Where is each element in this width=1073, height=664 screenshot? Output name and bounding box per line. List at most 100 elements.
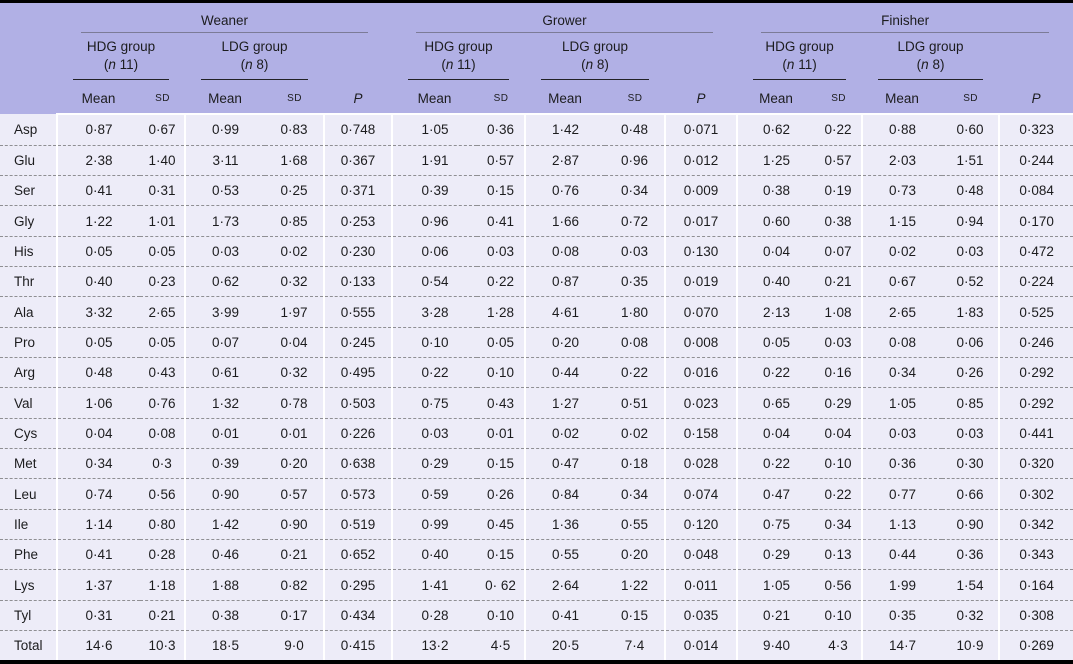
cell-value: 0·41 — [56, 539, 140, 571]
paren: ( — [240, 57, 246, 72]
cell-value: 0·99 — [184, 114, 265, 146]
group-header-row: HDG group (n 11) LDG group (n 8) HDG gro… — [0, 33, 1073, 83]
cell-value: 0·07 — [815, 236, 863, 268]
cell-value: 1·22 — [56, 205, 140, 237]
cell-value: 0·016 — [664, 357, 738, 389]
cell-value: 0·75 — [391, 387, 478, 419]
cell-value: 0·77 — [861, 478, 943, 510]
cell-value: 0·66 — [942, 478, 1000, 510]
n-symbol: n — [245, 57, 253, 72]
cell-value: 0·34 — [815, 509, 863, 541]
cell-value: 0·18 — [605, 448, 666, 480]
cell-value: 0·10 — [477, 600, 526, 632]
cell-value: 1·91 — [391, 145, 478, 177]
cell-value: 0·30 — [942, 448, 1000, 480]
table-header: Weaner Grower Finisher HDG group (n 11) — [0, 3, 1073, 115]
cell-value: 0·26 — [477, 478, 526, 510]
table-row: Pro 0·05 0·05 0·07 0·04 0·245 0·10 0·05 0·20 0·08… — [0, 327, 1073, 359]
table-row: Total 14·6 10·3 18·5 9·0 0·415 13·2 4·5 20·5 7·4 0… — [0, 630, 1073, 660]
cell-value: 0·76 — [524, 175, 606, 207]
cell-value: 0·40 — [736, 266, 816, 298]
cell-value: 0·29 — [736, 539, 816, 571]
cell-value: 0·05 — [140, 327, 185, 359]
cell-value: 0·80 — [140, 509, 185, 541]
cell-value: 0·67 — [140, 114, 185, 146]
table-row: Cys 0·04 0·08 0·01 0·01 0·226 0·03 0·01 0·02 0·02… — [0, 418, 1073, 450]
cell-value: 0·88 — [861, 114, 943, 146]
cell-value: 0·82 — [265, 569, 324, 601]
cell-value: 1·42 — [184, 509, 265, 541]
cell-value: 0·05 — [140, 236, 185, 268]
cell-value: 0·65 — [736, 387, 816, 419]
cell-value: 1·32 — [184, 387, 265, 419]
cell-value: 0·36 — [477, 114, 526, 146]
cell-value: 1·54 — [942, 569, 1000, 601]
amino-acid-table: Weaner Grower Finisher HDG group (n 11) — [0, 3, 1073, 660]
cell-value: 18·5 — [184, 630, 265, 660]
cell-value: 0·367 — [322, 145, 393, 177]
paren: ( — [782, 57, 787, 72]
cell-value: 0·224 — [998, 266, 1073, 298]
n-symbol: n — [585, 57, 594, 72]
cell-value: 0·74 — [56, 478, 140, 510]
cell-value: 0·028 — [664, 448, 738, 480]
table-row: Arg 0·48 0·43 0·61 0·32 0·495 0·22 0·10 0·44 0·22… — [0, 357, 1073, 389]
cell-value: 0·07 — [184, 327, 265, 359]
cell-value: 20·5 — [524, 630, 606, 660]
cell-value: 0·62 — [736, 114, 816, 146]
n-symbol: n — [921, 57, 929, 72]
cell-value: 0·96 — [391, 205, 478, 237]
cell-value: 0·01 — [265, 418, 324, 450]
table-row: Met 0·34 0·3 0·39 0·20 0·638 0·29 0·15 0·47 0·18 0… — [0, 448, 1073, 480]
cell-value: 0·90 — [184, 478, 265, 510]
cell-value: 0·13 — [815, 539, 863, 571]
cell-value: 4·5 — [477, 630, 526, 660]
cell-value: 0·05 — [56, 327, 140, 359]
row-label: Met — [0, 448, 57, 480]
cell-value: 0·59 — [391, 478, 478, 510]
cell-value: 1·25 — [736, 145, 816, 177]
cell-value: 0·342 — [998, 509, 1073, 541]
cell-value: 0·29 — [815, 387, 863, 419]
cell-value: 0·10 — [815, 600, 863, 632]
cell-value: 0·55 — [524, 539, 606, 571]
paren: ( — [103, 57, 109, 72]
cell-value: 0·04 — [815, 418, 863, 450]
cell-value: 1·41 — [391, 569, 478, 601]
cell-value: 0·019 — [664, 266, 738, 298]
stage-label: Finisher — [881, 13, 930, 28]
cell-value: 0·43 — [140, 357, 185, 389]
cell-value: 0·20 — [524, 327, 606, 359]
n-count: 11) — [798, 57, 817, 72]
row-label: Leu — [0, 478, 57, 510]
cell-value: 0·34 — [605, 175, 666, 207]
cell-value: 0·34 — [56, 448, 140, 480]
cell-value: 0·03 — [942, 236, 1000, 268]
row-label: Thr — [0, 266, 57, 298]
cell-value: 0·03 — [605, 236, 666, 268]
cell-value: 0·472 — [998, 236, 1073, 268]
cell-value: 0·36 — [861, 448, 943, 480]
cell-value: 1·13 — [861, 509, 943, 541]
cell-value: 0·75 — [736, 509, 816, 541]
table-row: Lys 1·37 1·18 1·88 0·82 0·295 1·41 0· 62 2·64 1·2… — [0, 569, 1073, 601]
cell-value: 0·292 — [998, 357, 1073, 389]
cell-value: 0·10 — [815, 448, 863, 480]
table-row: Gly 1·22 1·01 1·73 0·85 0·253 0·96 0·41 1·66 0·72… — [0, 205, 1073, 237]
stage-rule — [761, 32, 1050, 33]
cell-value: 0·434 — [322, 600, 393, 632]
cell-value: 1·01 — [140, 205, 185, 237]
cell-value: 2·65 — [861, 296, 943, 328]
cell-value: 0·34 — [861, 357, 943, 389]
cell-value: 1·37 — [56, 569, 140, 601]
cell-value: 0·22 — [477, 266, 526, 298]
group-name: HDG group — [424, 38, 493, 54]
cell-value: 0·02 — [605, 418, 666, 450]
cell-value: 2·13 — [736, 296, 816, 328]
cell-value: 0·01 — [184, 418, 265, 450]
cell-value: 0·45 — [477, 509, 526, 541]
group-header-spacer — [665, 33, 738, 83]
cell-value: 0·3 — [140, 448, 185, 480]
cell-value: 0·46 — [184, 539, 265, 571]
cell-value: 0·94 — [942, 205, 1000, 237]
